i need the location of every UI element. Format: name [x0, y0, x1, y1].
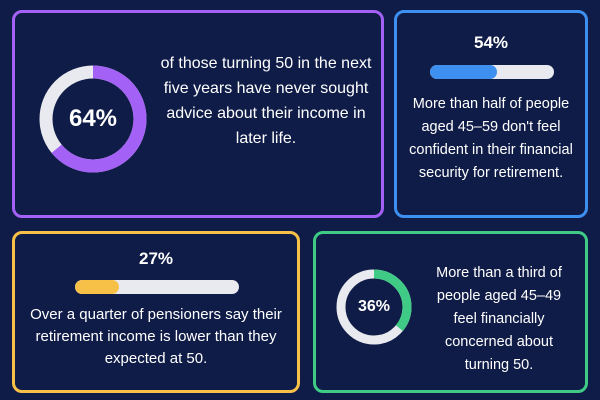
donut-chart: 64%: [37, 63, 149, 175]
stat-description: of those turning 50 in the next five yea…: [160, 55, 372, 147]
stat-percentage: 54%: [473, 33, 509, 52]
donut-percentage: 64%: [68, 105, 118, 132]
donut-svg: [39, 65, 147, 173]
donut-progress-arc: [39, 65, 147, 173]
stat-card-never-sought-advice: 64% of those turning 50 in the next five…: [12, 10, 384, 218]
donut-chart: 36%: [334, 267, 414, 347]
progress-bar-fill: [75, 280, 120, 294]
progress-bar-fill: [430, 65, 497, 79]
donut-svg: [336, 269, 412, 345]
stat-card-not-confident: 54% More than half of people aged 45–59 …: [394, 10, 588, 218]
stat-card-income-lower: 27% Over a quarter of pensioners say the…: [12, 231, 300, 393]
stat-description: More than half of people aged 45–59 don'…: [409, 96, 573, 181]
stat-description: Over a quarter of pensioners say their r…: [30, 306, 282, 367]
stat-description: More than a third of people aged 45–49 f…: [436, 265, 562, 373]
progress-bar-track: [430, 65, 554, 79]
progress-bar-track: [75, 280, 239, 294]
stat-card-financially-concerned: 36% More than a third of people aged 45–…: [313, 231, 588, 393]
donut-progress-arc: [336, 269, 412, 345]
donut-percentage: 36%: [357, 298, 391, 315]
stat-percentage: 27%: [138, 249, 174, 268]
